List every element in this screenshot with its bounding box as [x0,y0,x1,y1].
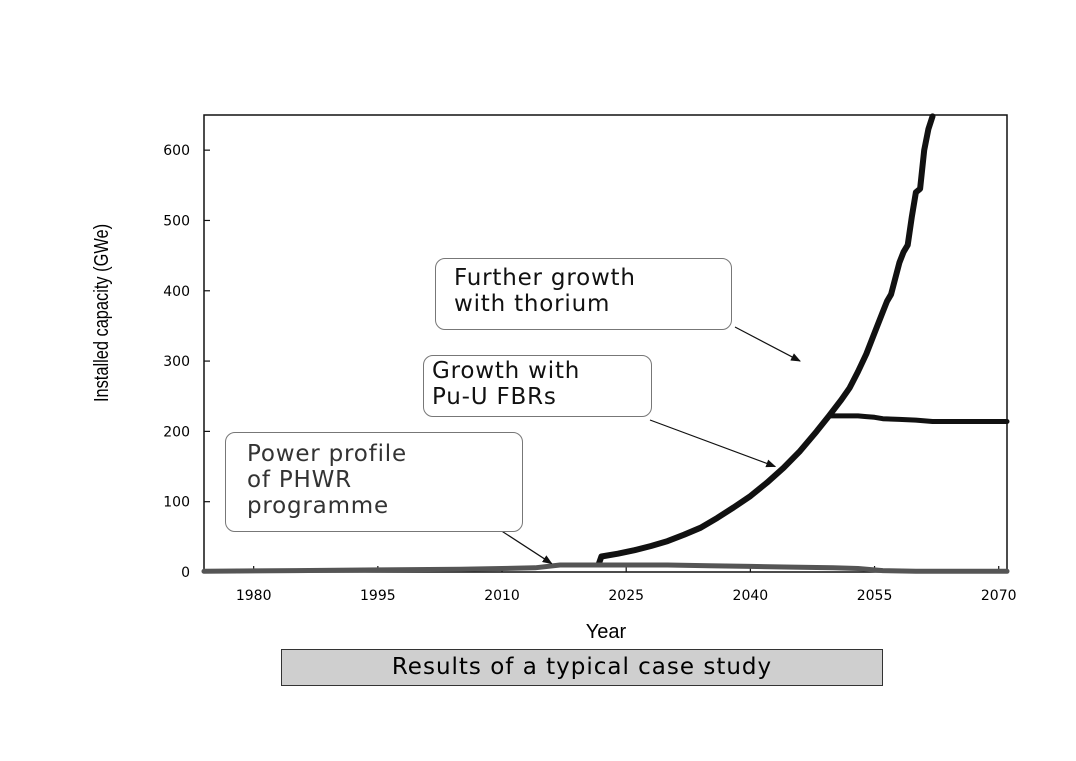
y-tick-label: 200 [163,424,190,440]
y-tick-label: 100 [163,495,190,511]
annotation-thorium: Further growth with thorium [435,258,732,330]
x-tick-label: 2040 [733,588,769,604]
arrow-phwr [496,527,553,565]
y-tick-label: 0 [181,565,190,581]
x-axis-ticks: 1980 1995 2010 2025 2040 2055 2070 [236,566,1017,604]
series-layer [201,113,1010,574]
plot-frame [203,114,1008,573]
arrow-fbr [649,419,777,468]
x-tick-label: 2010 [484,588,520,604]
x-tick-label: 2025 [608,588,644,604]
annotation-phwr: Power profile of PHWR programme [225,432,523,532]
fbr-growth-line [826,413,1010,424]
y-tick-label: 600 [163,143,190,159]
x-axis-title: Year [586,621,627,643]
y-tick-label: 300 [163,354,190,370]
thorium-growth-line [595,113,936,567]
phwr-profile-line [201,562,1010,574]
x-tick-label: 1980 [236,588,272,604]
y-axis-ticks: 0 100 200 300 400 500 600 [163,143,210,581]
annotation-arrows [496,326,801,565]
x-tick-label: 2055 [857,588,893,604]
x-tick-label: 2070 [981,588,1017,604]
y-tick-label: 400 [163,284,190,300]
annotation-fbr: Growth with Pu-U FBRs [423,355,652,417]
y-axis-title: Installed capacity (GWe) [89,224,112,402]
figure-caption: Results of a typical case study [281,649,883,686]
arrow-thorium [734,326,801,362]
x-tick-label: 1995 [360,588,396,604]
y-tick-label: 500 [163,213,190,229]
